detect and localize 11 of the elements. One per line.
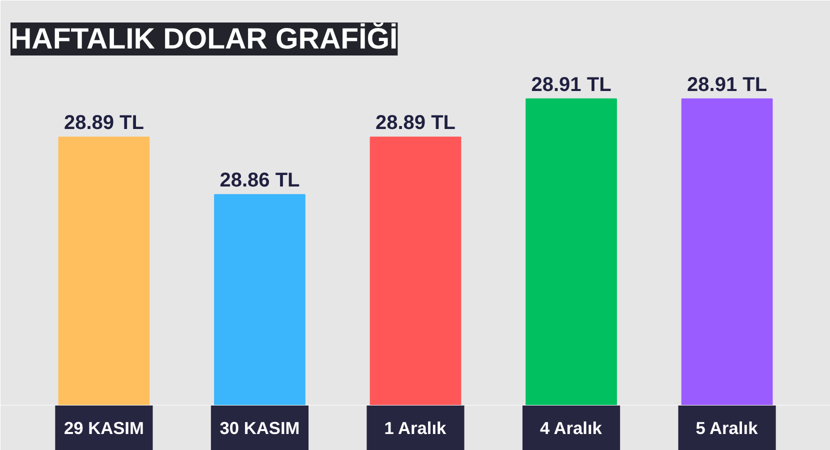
data-label: 28.91 TL (531, 74, 612, 96)
x-tick-label: 5 Aralık (696, 418, 758, 438)
x-tick-label: 30 KASIM (220, 418, 300, 438)
x-tick-label: 29 KASIM (64, 418, 144, 438)
data-label: 28.91 TL (687, 74, 768, 96)
data-label: 28.89 TL (64, 112, 144, 134)
chart-title: HAFTALIK DOLAR GRAFİĞİ (10, 22, 398, 56)
data-label: 28.86 TL (220, 170, 300, 192)
data-label: 28.89 TL (375, 112, 456, 134)
x-tick-label: 1 Aralık (384, 418, 447, 438)
x-tick-label: 4 Aralık (540, 418, 602, 438)
